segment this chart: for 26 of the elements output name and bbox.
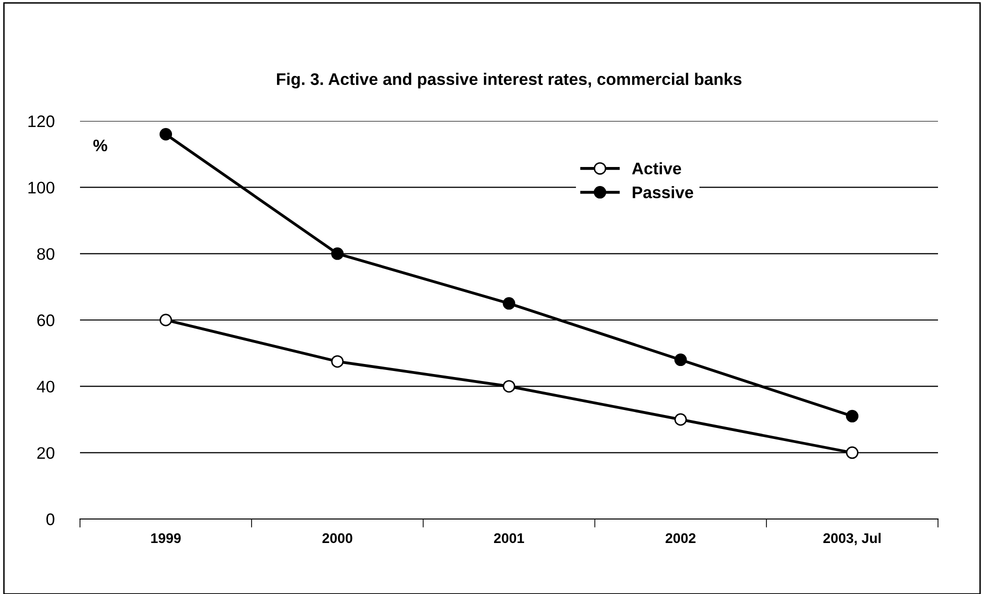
point [331, 355, 344, 368]
y-tick-label: 60 [37, 314, 54, 326]
x-tick-label: 2000 [322, 533, 352, 544]
y-tick-label: 40 [36, 380, 54, 393]
y-tick-label: 0 [46, 513, 54, 526]
point [160, 314, 172, 326]
x-tick-label: 2003, Jul [823, 532, 881, 546]
x-tick-label: 1999 [151, 533, 181, 544]
chart-title: Fig. 3. Active and passive interest rates, commercial banks [277, 72, 742, 88]
legend-label: Passive [632, 186, 694, 198]
y-axis-title: % [93, 140, 108, 152]
point [674, 354, 687, 366]
point [674, 413, 687, 426]
y-tick-label: 100 [28, 182, 54, 194]
x-tick-label: 2002 [666, 533, 696, 544]
point [846, 410, 858, 422]
point [846, 446, 858, 459]
y-tick-label: 120 [28, 115, 54, 128]
point [331, 247, 344, 260]
point [502, 297, 516, 310]
y-tick-label: 20 [37, 447, 54, 459]
x-tick-label: 2001 [494, 533, 524, 544]
legend-label: Active [632, 162, 682, 174]
point [502, 380, 516, 393]
y-tick-label: 80 [37, 248, 54, 260]
point [160, 128, 172, 141]
